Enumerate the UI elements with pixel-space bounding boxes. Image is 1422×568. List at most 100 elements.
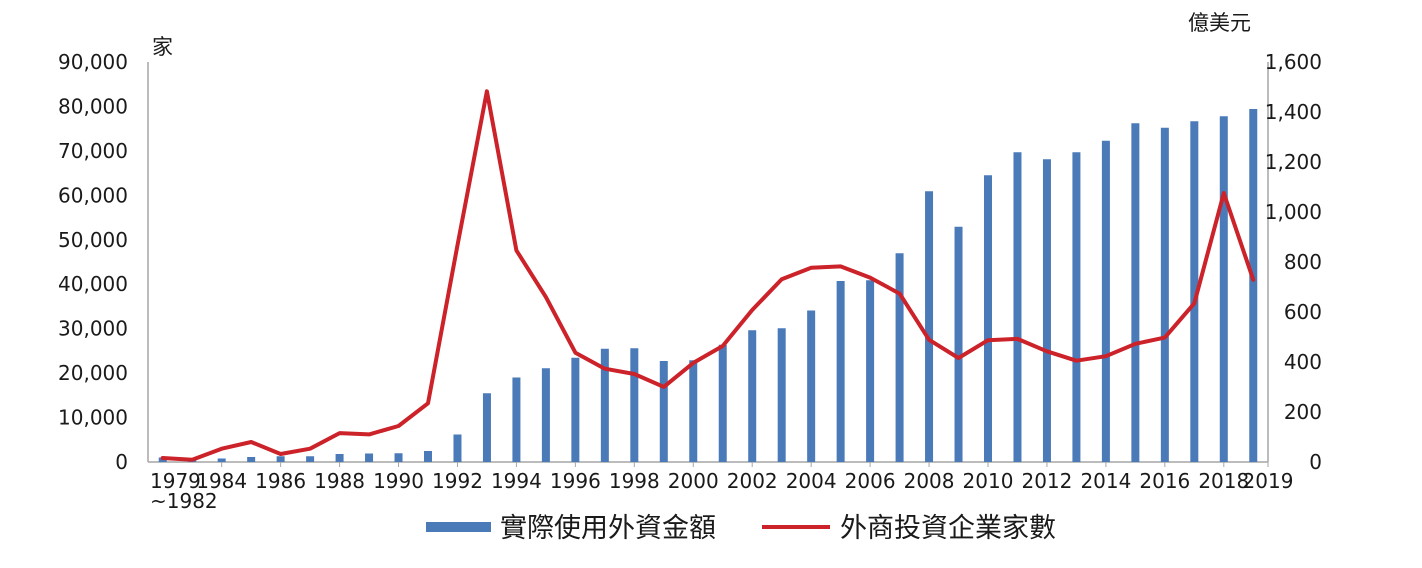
right-tick-label: 1,200: [1265, 150, 1322, 174]
line-point: [573, 351, 577, 355]
line-point: [1163, 336, 1167, 340]
line-point: [1074, 359, 1078, 363]
line-point: [1045, 349, 1049, 353]
line-point: [1192, 301, 1196, 305]
bar: [925, 191, 934, 462]
bar-series: [158, 109, 1258, 462]
right-tick-label: 1,400: [1265, 100, 1322, 124]
line-point: [485, 89, 489, 93]
right-tick-label: 1,600: [1265, 50, 1322, 74]
line-point: [986, 338, 990, 342]
right-tick-label: 0: [1309, 450, 1322, 474]
legend-line-label: 外商投資企業家數: [840, 513, 1056, 544]
line-point: [691, 361, 695, 365]
legend-bar-swatch: [426, 522, 491, 532]
left-tick-label: 70,000: [58, 139, 128, 163]
bar: [689, 360, 698, 462]
series-line: [160, 89, 1256, 462]
right-axis-unit: 億美元: [1188, 11, 1251, 35]
bar: [394, 453, 403, 462]
line-point: [455, 243, 459, 247]
bar: [630, 348, 639, 462]
left-tick-label: 10,000: [58, 406, 128, 430]
bar: [1219, 116, 1228, 462]
legend-bar-label: 實際使用外資金額: [500, 513, 716, 544]
right-tick-label: 600: [1284, 300, 1322, 324]
line-point: [397, 424, 401, 428]
line-point: [662, 385, 666, 389]
line-point: [279, 452, 283, 456]
x-tick-label: 2008: [904, 469, 955, 493]
bar: [777, 328, 786, 462]
right-tick-label: 400: [1284, 350, 1322, 374]
bar: [541, 368, 550, 462]
line-point: [544, 295, 548, 299]
bar: [600, 348, 609, 462]
left-axis-ticks: 0 10,000 20,000 30,000 40,000 50,000 60,000 70,…: [58, 50, 128, 474]
left-tick-label: 30,000: [58, 317, 128, 341]
x-tick-label: 2006: [845, 469, 896, 493]
x-tick-label: 1986: [255, 469, 306, 493]
line-point: [868, 276, 872, 280]
line-point: [367, 432, 371, 436]
bar: [1131, 123, 1140, 462]
line-point: [957, 356, 961, 360]
line-point: [426, 401, 430, 405]
line-point: [809, 266, 813, 270]
bar: [365, 453, 374, 462]
line-point: [898, 292, 902, 296]
line-point: [632, 372, 636, 376]
line-point: [220, 447, 224, 451]
line-point: [780, 277, 784, 281]
left-tick-label: 40,000: [58, 272, 128, 296]
left-tick-label: 50,000: [58, 228, 128, 252]
line-point: [721, 344, 725, 348]
x-tick-label: 2012: [1021, 469, 1072, 493]
left-tick-label: 0: [115, 450, 128, 474]
axes: [147, 62, 1269, 463]
x-tick-label: 2004: [786, 469, 837, 493]
x-tick-label: 2010: [963, 469, 1014, 493]
line-point: [1015, 337, 1019, 341]
line-series: [160, 89, 1256, 462]
x-tick-label: 2000: [668, 469, 719, 493]
bar: [276, 456, 285, 462]
bar: [954, 226, 963, 462]
line-point: [308, 447, 312, 451]
line-point: [161, 456, 165, 460]
line-point: [927, 338, 931, 342]
bar: [866, 280, 875, 462]
left-tick-label: 20,000: [58, 361, 128, 385]
bar: [571, 357, 580, 462]
legend: 實際使用外資金額 外商投資企業家數: [426, 513, 1056, 544]
line-point: [249, 440, 253, 444]
x-tick-label: 1990: [373, 469, 424, 493]
x-tick-label: 2018: [1198, 469, 1249, 493]
left-axis-unit: 家: [152, 35, 173, 59]
bar: [748, 330, 757, 462]
x-tick-label: 2002: [727, 469, 778, 493]
bar: [1101, 140, 1110, 462]
x-tick-label: 2016: [1139, 469, 1190, 493]
bar: [1042, 159, 1051, 462]
x-tick-label-second-line: ~1982: [150, 489, 218, 513]
x-tick-label: 1998: [609, 469, 660, 493]
x-tick-label: 1984: [196, 469, 247, 493]
bar: [424, 451, 432, 462]
line-point: [338, 431, 342, 435]
bar: [247, 457, 256, 462]
x-tick-label: 1988: [314, 469, 365, 493]
bar: [512, 377, 521, 462]
bar: [482, 393, 491, 462]
bar: [1160, 127, 1169, 462]
right-tick-label: 800: [1284, 250, 1322, 274]
left-tick-label: 80,000: [58, 94, 128, 118]
bar: [659, 361, 668, 462]
bar: [895, 253, 904, 462]
bar: [1249, 109, 1258, 462]
right-tick-label: 200: [1284, 400, 1322, 424]
x-tick-label: 1992: [432, 469, 483, 493]
line-point: [603, 367, 607, 371]
